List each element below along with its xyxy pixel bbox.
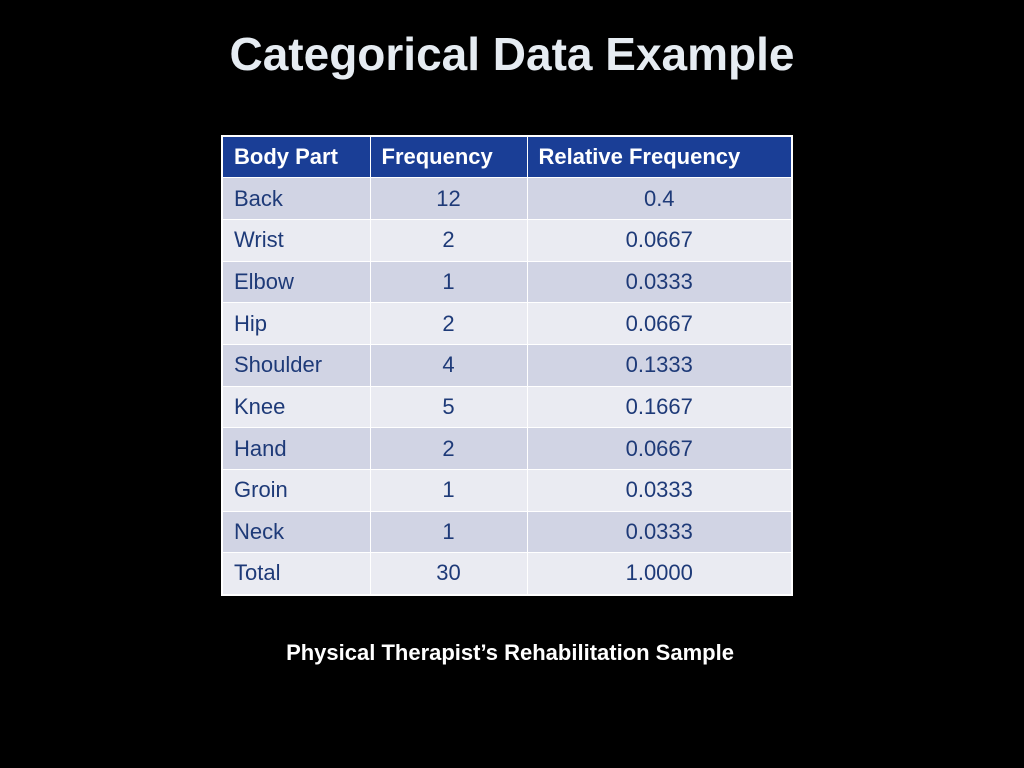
table-row: Shoulder 4 0.1333: [221, 343, 793, 387]
table-row-total: Total 30 1.0000: [221, 552, 793, 596]
cell-body-part: Knee: [221, 385, 371, 429]
cell-frequency: 4: [369, 343, 528, 387]
table-row: Groin 1 0.0333: [221, 469, 793, 512]
cell-relative-frequency: 0.0667: [526, 427, 793, 470]
cell-body-part: Wrist: [221, 218, 371, 262]
cell-body-part: Hand: [221, 427, 371, 470]
cell-body-part: Groin: [221, 469, 371, 512]
table-caption: Physical Therapist’s Rehabilitation Samp…: [286, 640, 734, 665]
header-relative-frequency: Relative Frequency: [526, 135, 793, 179]
cell-frequency: 2: [369, 218, 528, 262]
cell-frequency: 12: [369, 177, 528, 220]
cell-frequency: 5: [369, 385, 528, 429]
frequency-table: Body Part Frequency Relative Frequency B…: [221, 135, 793, 596]
table-row: Wrist 2 0.0667: [221, 218, 793, 262]
cell-frequency: 1: [369, 469, 528, 512]
table-row: Hip 2 0.0667: [221, 302, 793, 345]
cell-relative-frequency: 0.4: [526, 177, 793, 220]
table-body: Back 12 0.4 Wrist 2 0.0667 Elbow 1 0.033…: [221, 177, 793, 596]
table-row: Knee 5 0.1667: [221, 385, 793, 429]
table-row: Elbow 1 0.0333: [221, 260, 793, 304]
cell-frequency: 2: [369, 427, 528, 470]
cell-frequency: 1: [369, 510, 528, 554]
cell-frequency: 2: [369, 302, 528, 345]
cell-body-part: Back: [221, 177, 371, 220]
cell-relative-frequency: 0.0333: [526, 510, 793, 554]
cell-body-part: Neck: [221, 510, 371, 554]
cell-relative-frequency: 0.1333: [526, 343, 793, 387]
cell-body-part: Elbow: [221, 260, 371, 304]
cell-relative-frequency: 0.0667: [526, 302, 793, 345]
cell-body-part: Shoulder: [221, 343, 371, 387]
table-row: Neck 1 0.0333: [221, 510, 793, 554]
cell-frequency: 1: [369, 260, 528, 304]
cell-body-part: Hip: [221, 302, 371, 345]
cell-relative-frequency: 0.1667: [526, 385, 793, 429]
cell-relative-frequency: 1.0000: [526, 552, 793, 596]
table-header: Body Part Frequency Relative Frequency: [221, 135, 793, 179]
slide-title: Categorical Data Example: [229, 28, 795, 80]
cell-relative-frequency: 0.0333: [526, 260, 793, 304]
header-row: Body Part Frequency Relative Frequency: [221, 135, 793, 179]
table-row: Hand 2 0.0667: [221, 427, 793, 470]
cell-relative-frequency: 0.0667: [526, 218, 793, 262]
cell-relative-frequency: 0.0333: [526, 469, 793, 512]
cell-frequency: 30: [369, 552, 528, 596]
cell-body-part: Total: [221, 552, 371, 596]
header-body-part: Body Part: [221, 135, 371, 179]
header-frequency: Frequency: [369, 135, 528, 179]
table-row: Back 12 0.4: [221, 177, 793, 220]
